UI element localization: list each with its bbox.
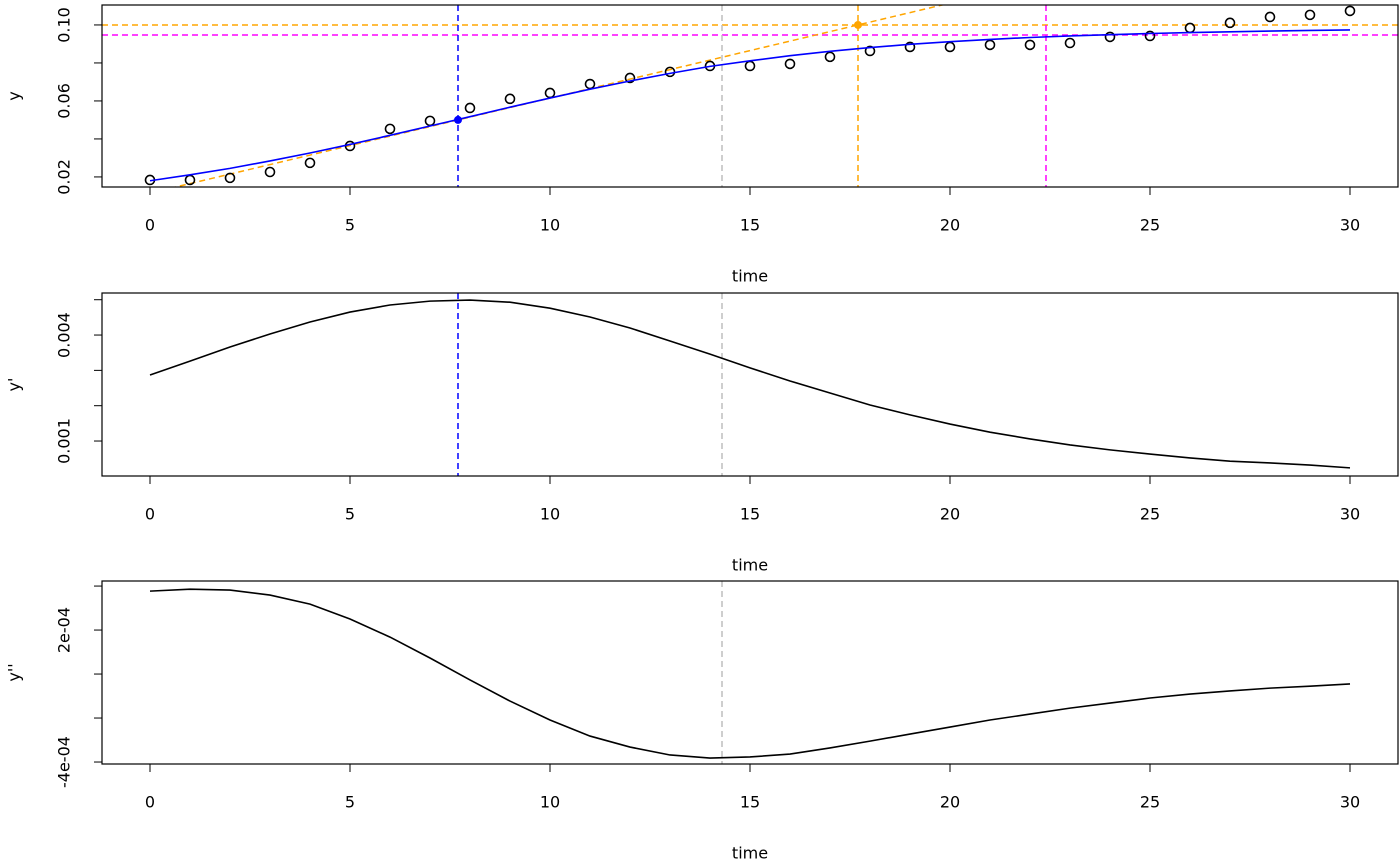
x-tick-label: 20 bbox=[940, 216, 960, 235]
x-axis-label: time bbox=[732, 267, 768, 286]
x-tick-label: 5 bbox=[345, 793, 355, 812]
y-tick-label: 0.004 bbox=[55, 312, 74, 358]
marker-point bbox=[454, 115, 462, 124]
data-point bbox=[864, 45, 876, 57]
plot-area bbox=[102, 5, 1398, 187]
data-point bbox=[264, 166, 276, 178]
data-point bbox=[464, 102, 476, 114]
panel: 0 5 10 15 20 25 30 time 0.02 0.06 0.10 y bbox=[5, 4, 1399, 286]
x-axis-label: time bbox=[732, 844, 768, 863]
x-tick-label: 15 bbox=[740, 505, 760, 524]
data-point bbox=[984, 39, 996, 51]
x-tick-label: 30 bbox=[1340, 505, 1360, 524]
data-point bbox=[824, 51, 836, 63]
data-point bbox=[904, 41, 916, 53]
y-tick-label: 0.02 bbox=[55, 159, 74, 195]
x-tick-label: 10 bbox=[540, 793, 560, 812]
y-tick-label: 0.001 bbox=[55, 418, 74, 464]
x-tick-label: 25 bbox=[1140, 505, 1160, 524]
x-tick-label: 10 bbox=[540, 216, 560, 235]
data-point bbox=[504, 93, 516, 105]
panel: 0 5 10 15 20 25 30 time 0.001 0.004 y' bbox=[5, 292, 1399, 575]
plot-frame bbox=[101, 4, 1399, 188]
data-point bbox=[624, 72, 636, 84]
marker-point bbox=[854, 20, 862, 29]
x-tick-label: 0 bbox=[145, 505, 155, 524]
data-point bbox=[1024, 39, 1036, 51]
plot-frame bbox=[101, 580, 1399, 765]
data-point bbox=[304, 157, 316, 169]
x-tick-label: 25 bbox=[1140, 216, 1160, 235]
data-point bbox=[224, 172, 236, 184]
x-tick-label: 20 bbox=[940, 793, 960, 812]
x-axis-label: time bbox=[732, 556, 768, 575]
data-point bbox=[1264, 11, 1276, 23]
y-axis-label: y'' bbox=[5, 663, 24, 681]
x-tick-label: 30 bbox=[1340, 216, 1360, 235]
plot-frame bbox=[101, 292, 1399, 477]
x-tick-label: 10 bbox=[540, 505, 560, 524]
x-tick-label: 30 bbox=[1340, 793, 1360, 812]
data-point bbox=[1304, 9, 1316, 21]
y-tick-label: 0.06 bbox=[55, 83, 74, 119]
series-line bbox=[149, 299, 1351, 469]
x-tick-label: 15 bbox=[740, 216, 760, 235]
data-point bbox=[544, 87, 556, 99]
y-tick-label: -4e-04 bbox=[55, 736, 74, 788]
data-point bbox=[1224, 17, 1236, 29]
x-tick-label: 5 bbox=[345, 505, 355, 524]
plot-area bbox=[149, 581, 1351, 764]
data-point bbox=[384, 123, 396, 135]
x-tick-label: 0 bbox=[145, 216, 155, 235]
data-point bbox=[1064, 37, 1076, 49]
x-tick-label: 15 bbox=[740, 793, 760, 812]
panel: 0 5 10 15 20 25 30 time 2e-04 -4e-04 y'' bbox=[5, 580, 1399, 863]
data-point bbox=[744, 60, 756, 72]
data-point bbox=[1344, 5, 1356, 17]
data-point bbox=[1144, 30, 1156, 42]
data-point bbox=[424, 115, 436, 127]
series-line bbox=[149, 588, 1351, 759]
y-tick-label: 0.10 bbox=[55, 7, 74, 43]
x-tick-label: 5 bbox=[345, 216, 355, 235]
x-tick-label: 0 bbox=[145, 793, 155, 812]
data-point bbox=[1104, 31, 1116, 43]
x-tick-label: 25 bbox=[1140, 793, 1160, 812]
data-point bbox=[584, 78, 596, 90]
series-line bbox=[149, 29, 1351, 182]
data-point bbox=[1184, 22, 1196, 34]
y-tick-label: 2e-04 bbox=[55, 607, 74, 653]
data-point bbox=[944, 41, 956, 53]
y-axis-label: y' bbox=[5, 378, 24, 392]
tangent-line bbox=[172, 5, 946, 187]
plot-area bbox=[149, 293, 1351, 476]
data-point bbox=[664, 66, 676, 78]
data-point bbox=[784, 58, 796, 70]
y-axis-label: y bbox=[5, 91, 24, 100]
x-tick-label: 20 bbox=[940, 505, 960, 524]
